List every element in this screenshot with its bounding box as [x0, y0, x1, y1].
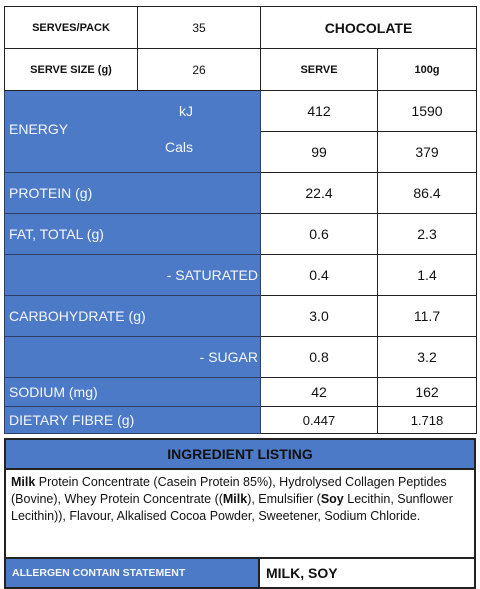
serves-label: SERVES/PACK: [4, 6, 138, 49]
ingredient-allergen-milk-1: Milk: [11, 475, 36, 489]
col-header-serve: SERVE: [260, 48, 378, 91]
ingredient-part-3: Lecithin, Sunflower Lecithin)), Flavour,…: [11, 492, 453, 523]
ingredient-allergen-milk-2: Milk: [222, 492, 248, 506]
fat-row: FAT, TOTAL (g) 0.6 2.3: [4, 213, 477, 255]
carbohydrate-serve: 3.0: [260, 295, 378, 337]
allergen-value: MILK, SOY: [260, 559, 474, 587]
fat-serve: 0.6: [260, 213, 378, 255]
allergen-row: ALLERGEN CONTAIN STATEMENT MILK, SOY: [6, 557, 474, 587]
carbohydrate-100g: 11.7: [377, 295, 477, 337]
sugar-row: - SUGAR 0.8 3.2: [4, 336, 477, 378]
carbohydrate-label: CARBOHYDRATE (g): [4, 295, 261, 337]
saturated-serve: 0.4: [260, 254, 378, 296]
energy-cal-100g: 379: [377, 131, 477, 173]
sugar-serve: 0.8: [260, 336, 378, 378]
energy-kj-100g: 1590: [377, 90, 477, 132]
serves-value: 35: [137, 6, 261, 49]
fibre-100g: 1.718: [377, 406, 477, 434]
saturated-label: - SATURATED: [4, 254, 261, 296]
carbohydrate-row: CARBOHYDRATE (g) 3.0 11.7: [4, 295, 477, 337]
ingredient-heading: INGREDIENT LISTING: [6, 440, 474, 470]
fat-label: FAT, TOTAL (g): [4, 213, 261, 255]
ingredient-text: Milk Protein Concentrate (Casein Protein…: [6, 470, 474, 557]
protein-label: PROTEIN (g): [4, 172, 261, 214]
nutrition-table: SERVES/PACK 35 CHOCOLATE SERVE SIZE (g) …: [4, 6, 477, 434]
col-header-100g: 100g: [377, 48, 477, 91]
serve-size-row: SERVE SIZE (g) 26 SERVE 100g: [4, 48, 477, 91]
ingredient-part-1: Protein Concentrate (Casein Protein 85%)…: [11, 475, 447, 506]
energy-label: ENERGY: [9, 121, 69, 137]
sodium-serve: 42: [260, 377, 378, 407]
energy-kj-serve: 412: [260, 90, 378, 132]
fibre-serve: 0.447: [260, 406, 378, 434]
energy-kj-unit: kJ: [179, 103, 193, 119]
saturated-row: - SATURATED 0.4 1.4: [4, 254, 477, 296]
energy-kj-row: ENERGY kJ Cals 412 1590: [4, 90, 477, 173]
energy-label-cell: ENERGY kJ Cals: [4, 90, 261, 173]
protein-row: PROTEIN (g) 22.4 86.4: [4, 172, 477, 214]
fibre-label: DIETARY FIBRE (g): [4, 406, 261, 434]
fibre-row: DIETARY FIBRE (g) 0.447 1.718: [4, 406, 477, 434]
sodium-100g: 162: [377, 377, 477, 407]
energy-label-wrap: ENERGY kJ Cals: [9, 91, 260, 172]
ingredient-allergen-soy: Soy: [320, 492, 344, 506]
sugar-label: - SUGAR: [4, 336, 261, 378]
protein-serve: 22.4: [260, 172, 378, 214]
serves-row: SERVES/PACK 35 CHOCOLATE: [4, 6, 477, 49]
serve-size-label: SERVE SIZE (g): [4, 48, 138, 91]
saturated-100g: 1.4: [377, 254, 477, 296]
fat-100g: 2.3: [377, 213, 477, 255]
serve-size-value: 26: [137, 48, 261, 91]
energy-cal-serve: 99: [260, 131, 378, 173]
allergen-label: ALLERGEN CONTAIN STATEMENT: [6, 559, 260, 587]
energy-cal-row: 99 379: [5, 131, 477, 173]
ingredient-part-2: ), Emulsifier (: [247, 492, 321, 506]
sugar-100g: 3.2: [377, 336, 477, 378]
ingredient-box: INGREDIENT LISTING Milk Protein Concentr…: [4, 438, 476, 589]
protein-100g: 86.4: [377, 172, 477, 214]
sodium-label: SODIUM (mg): [4, 377, 261, 407]
sodium-row: SODIUM (mg) 42 162: [4, 377, 477, 407]
flavour-title: CHOCOLATE: [260, 6, 477, 49]
energy-cal-unit: Cals: [165, 139, 194, 155]
